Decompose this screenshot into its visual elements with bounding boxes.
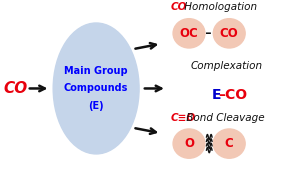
Ellipse shape (213, 19, 245, 48)
Text: Compounds: Compounds (64, 83, 128, 93)
Text: Bond Cleavage: Bond Cleavage (183, 113, 265, 123)
Text: C≡O: C≡O (170, 113, 195, 123)
Text: Complexation: Complexation (190, 61, 263, 71)
Ellipse shape (53, 23, 139, 154)
Text: Main Group: Main Group (64, 66, 128, 76)
Text: CO: CO (171, 2, 188, 12)
Text: OC: OC (180, 27, 198, 40)
Text: CO: CO (220, 27, 239, 40)
Text: O: O (184, 137, 194, 150)
Text: Homologation: Homologation (181, 2, 257, 12)
Text: C: C (225, 137, 234, 150)
Text: –: – (201, 27, 216, 40)
Text: CO: CO (4, 81, 28, 96)
Text: E: E (212, 88, 222, 102)
Ellipse shape (173, 19, 205, 48)
Ellipse shape (173, 129, 205, 158)
Ellipse shape (213, 129, 245, 158)
Text: –CO: –CO (219, 88, 248, 102)
Text: (E): (E) (88, 101, 104, 111)
